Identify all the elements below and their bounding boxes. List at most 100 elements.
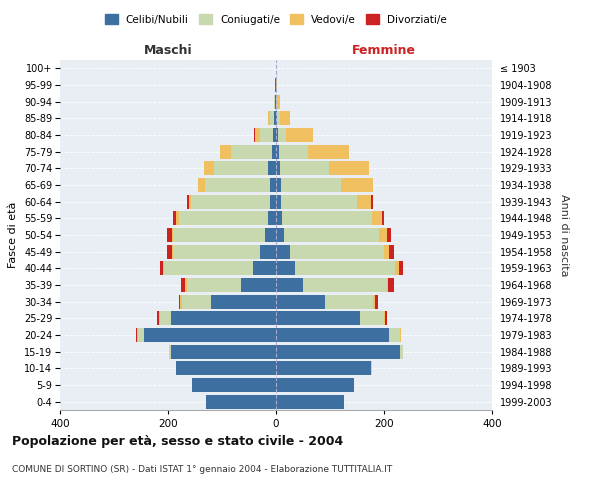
Bar	[284, 228, 379, 242]
Bar	[399, 261, 403, 276]
Bar	[389, 244, 394, 259]
Bar	[276, 378, 354, 392]
Bar	[171, 344, 276, 359]
Bar	[205, 178, 269, 192]
Bar	[182, 294, 211, 308]
Bar	[241, 278, 276, 292]
Bar	[276, 228, 284, 242]
Bar	[278, 144, 308, 159]
Bar	[160, 311, 171, 326]
Y-axis label: Fasce di età: Fasce di età	[8, 202, 19, 268]
Bar	[281, 194, 357, 209]
Bar	[357, 194, 371, 209]
Bar	[388, 278, 394, 292]
Bar	[270, 112, 274, 126]
Bar	[276, 244, 290, 259]
Bar	[172, 244, 173, 259]
Bar	[268, 162, 276, 175]
Bar	[371, 211, 382, 226]
Bar	[169, 344, 171, 359]
Bar	[167, 244, 172, 259]
Bar	[159, 311, 160, 326]
Legend: Celibi/Nubili, Coniugati/e, Vedovi/e, Divorziati/e: Celibi/Nubili, Coniugati/e, Vedovi/e, Di…	[101, 10, 451, 29]
Bar	[157, 311, 159, 326]
Bar	[276, 328, 389, 342]
Bar	[276, 394, 343, 409]
Bar	[360, 311, 384, 326]
Bar	[185, 278, 187, 292]
Bar	[265, 228, 276, 242]
Bar	[268, 112, 270, 126]
Bar	[206, 394, 276, 409]
Bar	[173, 211, 176, 226]
Bar	[277, 112, 280, 126]
Bar	[276, 311, 360, 326]
Bar	[164, 261, 253, 276]
Bar	[276, 94, 277, 109]
Bar	[389, 328, 400, 342]
Bar	[269, 178, 276, 192]
Bar	[276, 261, 295, 276]
Bar	[176, 211, 179, 226]
Bar	[253, 261, 276, 276]
Bar	[187, 278, 241, 292]
Bar	[276, 112, 277, 126]
Bar	[272, 144, 276, 159]
Bar	[387, 228, 391, 242]
Bar	[181, 278, 185, 292]
Bar	[256, 128, 260, 142]
Bar	[274, 112, 276, 126]
Bar	[274, 94, 275, 109]
Bar	[329, 162, 370, 175]
Bar	[281, 178, 341, 192]
Text: Popolazione per età, sesso e stato civile - 2004: Popolazione per età, sesso e stato civil…	[12, 435, 343, 448]
Bar	[276, 361, 371, 376]
Bar	[274, 128, 276, 142]
Bar	[172, 228, 173, 242]
Bar	[231, 144, 272, 159]
Bar	[276, 194, 281, 209]
Bar	[276, 78, 277, 92]
Bar	[220, 144, 231, 159]
Bar	[179, 294, 181, 308]
Bar	[188, 194, 191, 209]
Bar	[373, 294, 375, 308]
Bar	[268, 211, 276, 226]
Bar	[290, 244, 384, 259]
Bar	[193, 378, 276, 392]
Bar	[382, 211, 384, 226]
Bar	[278, 128, 286, 142]
Bar	[276, 128, 278, 142]
Bar	[276, 178, 281, 192]
Bar	[303, 278, 387, 292]
Bar	[276, 211, 283, 226]
Bar	[187, 194, 188, 209]
Bar	[286, 128, 313, 142]
Bar	[295, 261, 395, 276]
Bar	[160, 261, 163, 276]
Bar	[260, 128, 274, 142]
Bar	[276, 162, 280, 175]
Bar	[144, 328, 276, 342]
Bar	[198, 178, 205, 192]
Bar	[181, 294, 182, 308]
Bar	[179, 211, 268, 226]
Bar	[276, 144, 278, 159]
Bar	[211, 294, 276, 308]
Bar	[325, 294, 373, 308]
Text: Femmine: Femmine	[352, 44, 416, 57]
Bar	[280, 162, 329, 175]
Bar	[384, 311, 385, 326]
Bar	[387, 278, 388, 292]
Bar	[379, 228, 387, 242]
Bar	[276, 278, 303, 292]
Bar	[308, 144, 349, 159]
Bar	[276, 294, 325, 308]
Bar	[139, 328, 144, 342]
Bar	[277, 94, 280, 109]
Bar	[276, 344, 400, 359]
Bar	[136, 328, 137, 342]
Bar	[375, 294, 377, 308]
Bar	[269, 194, 276, 209]
Bar	[173, 244, 260, 259]
